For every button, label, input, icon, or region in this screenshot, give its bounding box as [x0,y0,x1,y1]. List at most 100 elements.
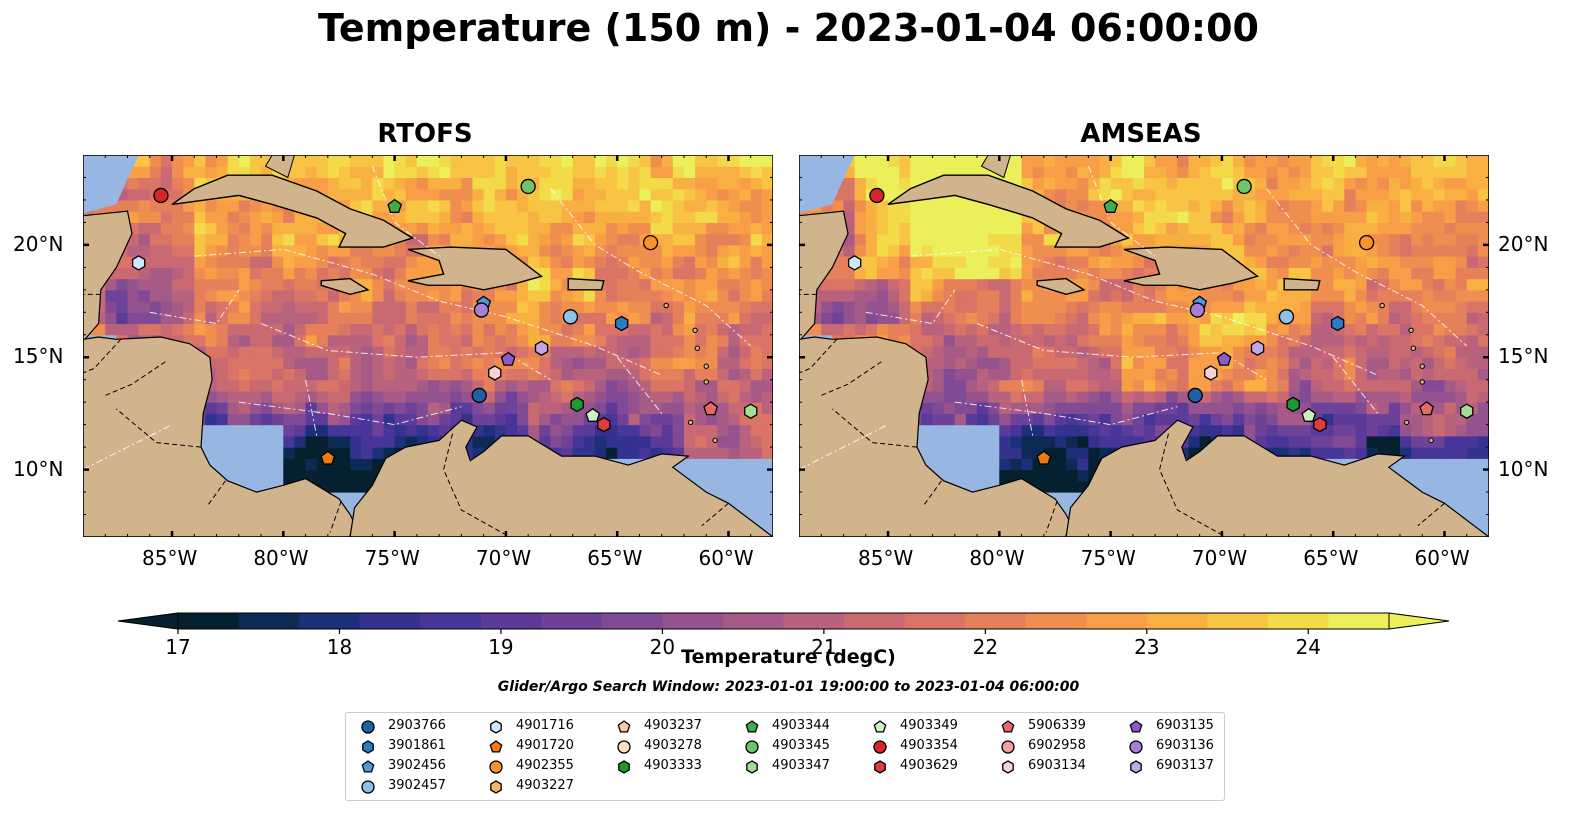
legend-label: 5906339 [1028,718,1086,733]
map-panel-amseas [799,155,1489,537]
marker-4901720 [320,450,336,465]
hexagon-marker-icon [1130,760,1142,774]
legend-label: 4901716 [516,718,574,733]
marker-4903349 [585,407,601,422]
lon-tick-label: 70°W [1191,546,1248,570]
colorbar-segment [965,613,1027,629]
legend-label: 4903237 [644,718,702,733]
temperature-field [799,155,1489,493]
colorbar: 17 18 19 20 21 22 23 24 [117,612,1450,659]
marker-4903345 [1236,178,1252,195]
legend-label: 6903137 [1156,758,1214,773]
legend-label: 6902958 [1028,738,1086,753]
hexagon-marker-icon [362,740,374,754]
lon-tick-label: 60°W [698,546,754,570]
legend-label: 4903333 [644,758,702,773]
lat-tick-label-left: 10°N [13,456,64,481]
marker-4903354 [869,187,885,204]
pentagon-marker-icon [1129,720,1143,733]
colorbar-segment [1328,613,1390,629]
hexagon-marker-icon [490,720,502,734]
circle-marker-icon [745,740,759,754]
lat-tick-label-left: 15°N [13,344,64,369]
marker-6903136 [1189,302,1206,318]
legend-label: 3901861 [388,738,446,753]
marker-3902457 [1278,309,1295,325]
legend-label: 3902457 [388,778,446,793]
circle-marker-icon [489,760,503,774]
eez-lines [799,166,1468,471]
colorbar-segment [359,613,421,629]
marker-4903347 [1460,403,1474,419]
marker-3901861 [614,315,629,332]
legend-label: 3902456 [388,758,446,773]
pentagon-marker-icon [361,760,375,773]
hexagon-marker-icon [746,760,758,774]
colorbar-frame [177,612,1390,630]
circle-marker-icon [617,740,631,754]
land-masses [799,155,1489,537]
colorbar-tick-label: 22 [973,635,998,659]
hexagon-marker-icon [618,760,630,774]
marker-4903629 [1313,416,1327,433]
colorbar-segment [844,613,905,629]
legend-label: 6903134 [1028,758,1086,773]
marker-5906339 [703,401,719,416]
marker-6903136 [473,302,490,318]
colorbar-segment [722,613,784,629]
panel-title-rtofs: RTOFS [377,119,473,149]
circle-marker-icon [1001,740,1015,754]
colorbar-segment [662,613,724,629]
lon-tick-label: 85°W [858,546,914,570]
legend-label: 4902355 [516,758,574,773]
pentagon-marker-icon [745,720,759,733]
marker-6903134 [488,365,502,381]
hexagon-marker-icon [490,780,502,794]
colorbar-label: Temperature (degC) [681,646,896,668]
colorbar-tick-label: 17 [165,635,190,659]
legend-label: 4903278 [644,738,702,753]
colorbar-tick-label: 21 [811,635,836,659]
lon-tick-label: 75°W [364,546,420,570]
marker-4901716 [847,255,862,271]
lon-tick-label: 70°W [475,546,532,570]
legend-label: 6903135 [1156,718,1214,733]
lon-tick-label: 65°W [587,546,643,570]
marker-4903349 [1301,407,1317,422]
marker-4903345 [520,178,536,195]
pentagon-marker-icon [489,740,503,753]
colorbar-segment [1207,613,1269,629]
colorbar-segment [541,613,603,629]
lon-tick-label: 75°W [1080,546,1136,570]
legend-label: 4903345 [772,738,830,753]
marker-6903137 [1250,340,1265,356]
legend-label: 4903347 [772,758,830,773]
marker-2903766 [1187,387,1203,404]
marker-4903333 [1286,396,1300,413]
legend-label: 2903766 [388,718,446,733]
colorbar-segment [601,613,663,629]
colorbar-segment [1086,613,1148,629]
marker-2903766 [471,387,487,404]
lon-tick-label: 60°W [1414,546,1470,570]
legend: 2903766 3901861 3902456 3902457 4901716 49017… [345,712,1225,801]
colorbar-segment [420,613,482,629]
map-ticks [83,155,773,537]
marker-4901716 [131,255,146,271]
country-borders [83,293,729,536]
hexagon-marker-icon [1002,760,1014,774]
marker-4903629 [597,416,611,433]
colorbar-segment [178,613,239,629]
colorbar-segment [1146,613,1208,629]
colorbar-segment [299,613,361,629]
colorbar-segment [783,613,845,629]
marker-5906339 [1419,401,1435,416]
legend-label: 4903629 [900,758,958,773]
marker-4903347 [744,403,758,419]
legend-label: 4903227 [516,778,574,793]
marker-4903333 [570,396,584,413]
lon-tick-label: 65°W [1303,546,1359,570]
marker-6903135 [1216,351,1232,366]
map-ticks [799,155,1489,537]
colorbar-segment [904,613,966,629]
